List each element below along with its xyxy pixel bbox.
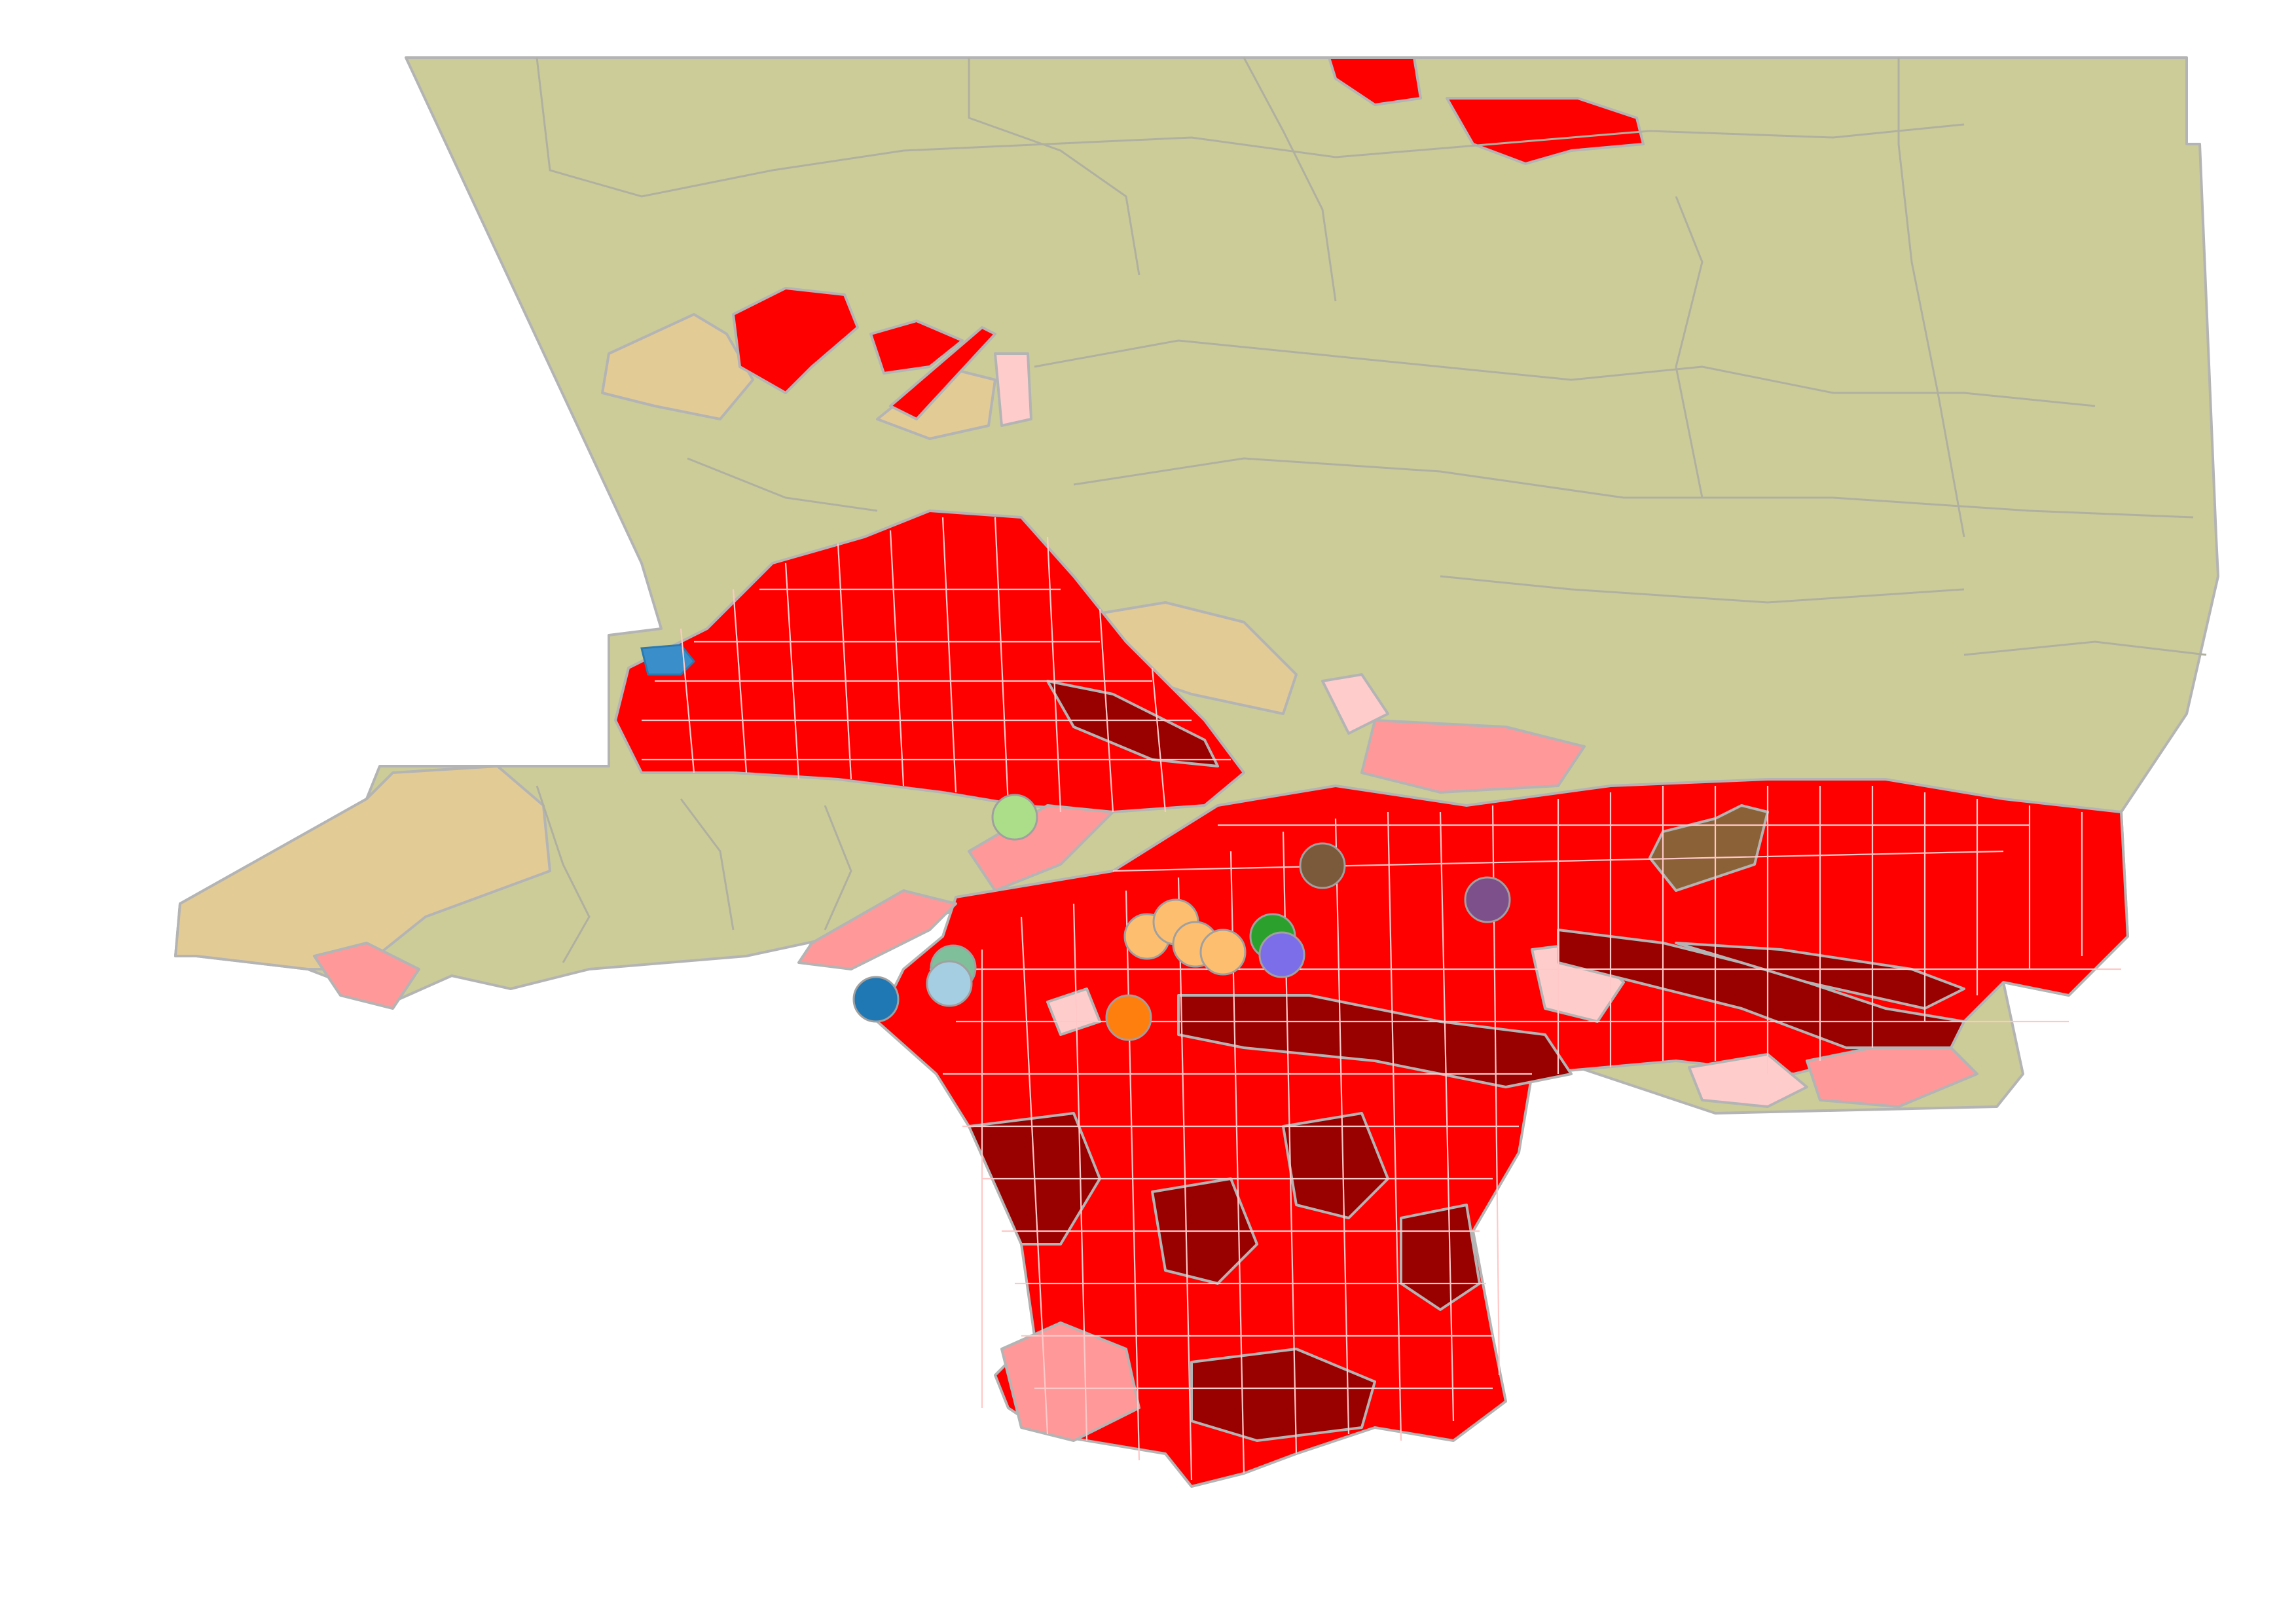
rural-boundary-7 xyxy=(1897,58,1965,538)
antelope-urban-2 xyxy=(1446,97,1645,165)
north-urban-3 xyxy=(889,326,996,420)
marker-brown[interactable] xyxy=(1299,842,1346,889)
marker-purple[interactable] xyxy=(1464,876,1511,923)
antelope-urban-1 xyxy=(1328,56,1422,106)
rural-boundary-13 xyxy=(1440,575,1965,604)
open-space-north-1 xyxy=(601,313,754,420)
fringe-medium-1 xyxy=(797,889,957,970)
very-high-coast-3 xyxy=(1282,1112,1389,1219)
marker-orange[interactable] xyxy=(1105,994,1152,1041)
north-urban-1 xyxy=(732,287,859,394)
brown-zone xyxy=(1649,804,1769,892)
low-density-4 xyxy=(994,352,1032,427)
rural-boundary-8 xyxy=(687,457,878,512)
very-high-band-1 xyxy=(1177,994,1573,1088)
marker-peach-4[interactable] xyxy=(1199,929,1247,976)
fringe-medium-3 xyxy=(313,942,420,1010)
rural-boundary-12 xyxy=(1963,640,2207,656)
marker-violet[interactable] xyxy=(1258,931,1305,978)
marker-blue[interactable] xyxy=(852,976,900,1023)
rural-boundary-2 xyxy=(968,58,1140,276)
rural-boundary-9 xyxy=(536,785,591,963)
open-space-west xyxy=(174,765,551,970)
very-high-harbor xyxy=(1190,1348,1376,1442)
rural-boundary-4 xyxy=(1073,457,2194,519)
low-density-2 xyxy=(1688,1053,1808,1108)
north-urban-2 xyxy=(869,320,964,375)
very-high-valley xyxy=(1046,680,1219,767)
marker-layer xyxy=(852,794,1511,1041)
marker-lightblue[interactable] xyxy=(926,960,973,1007)
tract-lines xyxy=(642,517,2121,1481)
rural-boundary-3 xyxy=(1034,339,2096,407)
rural-boundary-6 xyxy=(1243,57,1337,302)
fringe-medium-4 xyxy=(1360,719,1586,794)
reservoir xyxy=(640,644,696,676)
rural-boundary-5 xyxy=(1675,196,1704,498)
valley-urban xyxy=(614,509,1245,813)
rural-boundary-1 xyxy=(536,57,1965,198)
low-density-3 xyxy=(1321,673,1389,735)
rural-boundary-10 xyxy=(680,798,735,931)
rural-boundary-11 xyxy=(824,805,852,931)
fringe-medium-2 xyxy=(1000,1321,1140,1442)
marker-lightgreen[interactable] xyxy=(991,794,1038,841)
